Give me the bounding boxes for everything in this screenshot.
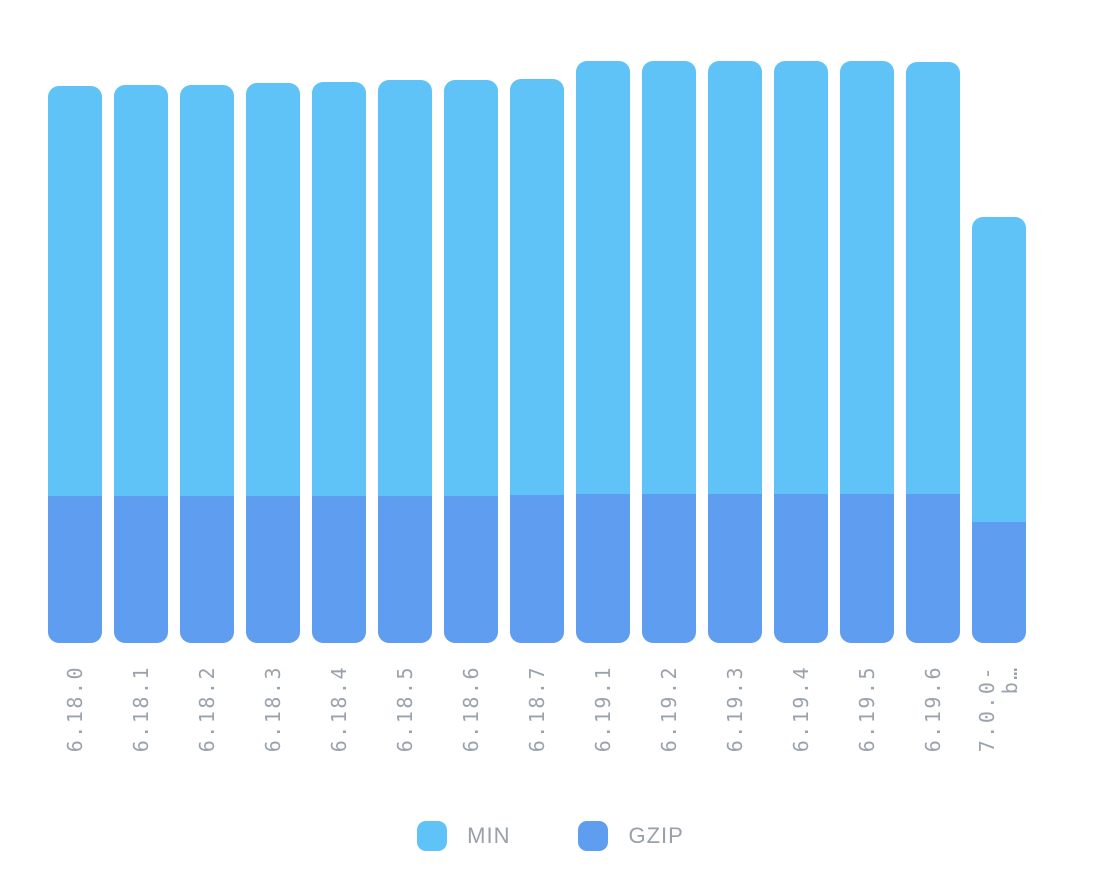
x-tick: 6.18.6 — [444, 665, 498, 773]
bar-segment-gzip[interactable] — [972, 522, 1026, 643]
bar-segment-min[interactable] — [510, 79, 564, 495]
x-tick-label: 6.19.4 — [788, 665, 813, 753]
bar-segment-gzip[interactable] — [840, 494, 894, 643]
x-tick: 6.18.0 — [48, 665, 102, 773]
bar-segment-gzip[interactable] — [444, 496, 498, 643]
bar-6.18.2[interactable] — [180, 85, 234, 643]
bar-segment-gzip[interactable] — [48, 496, 102, 643]
bar-6.18.7[interactable] — [510, 79, 564, 643]
bar-segment-gzip[interactable] — [510, 495, 564, 643]
x-tick-label: 6.18.0 — [62, 665, 87, 753]
bar-segment-gzip[interactable] — [906, 494, 960, 643]
x-tick: 6.19.4 — [774, 665, 828, 773]
bar-6.19.3[interactable] — [708, 61, 762, 643]
bar-segment-min[interactable] — [576, 61, 630, 494]
x-tick: 6.18.7 — [510, 665, 564, 773]
x-tick: 6.18.4 — [312, 665, 366, 773]
bar-6.18.3[interactable] — [246, 83, 300, 643]
bar-segment-min[interactable] — [444, 80, 498, 496]
bar-segment-gzip[interactable] — [708, 494, 762, 643]
x-tick: 6.18.5 — [378, 665, 432, 773]
bar-segment-min[interactable] — [906, 62, 960, 494]
bar-segment-gzip[interactable] — [576, 494, 630, 643]
x-tick: 6.18.3 — [246, 665, 300, 773]
x-tick-label: 6.18.6 — [458, 665, 483, 753]
bar-segment-gzip[interactable] — [378, 496, 432, 643]
bar-6.18.1[interactable] — [114, 85, 168, 643]
bar-6.19.4[interactable] — [774, 61, 828, 643]
bar-6.19.1[interactable] — [576, 61, 630, 643]
bar-6.19.2[interactable] — [642, 61, 696, 643]
bar-segment-min[interactable] — [246, 83, 300, 496]
plot-area — [48, 0, 1026, 643]
x-tick: 6.19.1 — [576, 665, 630, 773]
x-tick-label: 6.18.7 — [524, 665, 549, 753]
x-tick-label: 6.19.5 — [854, 665, 879, 753]
x-tick-label: 6.19.1 — [590, 665, 615, 753]
bar-segment-min[interactable] — [312, 82, 366, 496]
x-tick: 7.0.0- b… — [972, 665, 1026, 773]
legend-swatch-min-icon — [417, 821, 448, 851]
x-tick-label: 6.18.4 — [326, 665, 351, 753]
bar-segment-gzip[interactable] — [246, 496, 300, 643]
bar-segment-min[interactable] — [114, 85, 168, 496]
bar-6.19.6[interactable] — [906, 62, 960, 643]
bar-segment-gzip[interactable] — [114, 496, 168, 643]
bar-segment-min[interactable] — [378, 80, 432, 496]
x-tick-label: 6.18.5 — [392, 665, 417, 753]
bar-6.18.6[interactable] — [444, 80, 498, 643]
x-tick: 6.19.6 — [906, 665, 960, 773]
bar-7.0.0-b[interactable] — [972, 217, 1026, 643]
x-tick-label: 7.0.0- b… — [975, 665, 1022, 753]
bar-segment-gzip[interactable] — [180, 496, 234, 643]
x-tick: 6.18.2 — [180, 665, 234, 773]
legend-label-gzip: GZIP — [628, 823, 684, 848]
legend-item-gzip[interactable]: GZIP — [578, 821, 683, 851]
x-tick: 6.18.1 — [114, 665, 168, 773]
x-tick-label: 6.18.3 — [260, 665, 285, 753]
x-tick: 6.19.2 — [642, 665, 696, 773]
x-tick-label: 6.19.6 — [920, 665, 945, 753]
x-tick: 6.19.3 — [708, 665, 762, 773]
legend: MIN GZIP — [0, 821, 1101, 851]
bar-segment-gzip[interactable] — [774, 494, 828, 643]
legend-label-min: MIN — [467, 823, 511, 848]
bar-segment-gzip[interactable] — [312, 496, 366, 643]
bar-segment-min[interactable] — [840, 61, 894, 494]
x-tick-label: 6.19.2 — [656, 665, 681, 753]
x-tick-label: 6.18.2 — [194, 665, 219, 753]
bar-6.18.4[interactable] — [312, 82, 366, 643]
bar-segment-min[interactable] — [774, 61, 828, 494]
bar-segment-min[interactable] — [642, 61, 696, 494]
bar-segment-min[interactable] — [48, 86, 102, 496]
legend-item-min[interactable]: MIN — [417, 821, 510, 851]
x-tick-label: 6.19.3 — [722, 665, 747, 753]
bar-segment-min[interactable] — [708, 61, 762, 494]
bar-6.18.0[interactable] — [48, 86, 102, 643]
bar-6.19.5[interactable] — [840, 61, 894, 643]
bar-6.18.5[interactable] — [378, 80, 432, 643]
bar-segment-min[interactable] — [180, 85, 234, 496]
bar-segment-gzip[interactable] — [642, 494, 696, 643]
x-tick: 6.19.5 — [840, 665, 894, 773]
bar-segment-min[interactable] — [972, 217, 1026, 522]
legend-swatch-gzip-icon — [578, 821, 609, 851]
x-axis: 6.18.0 6.18.1 6.18.2 6.18.3 6.18.4 6.18.5 6.18… — [48, 665, 1026, 773]
x-tick-label: 6.18.1 — [128, 665, 153, 753]
